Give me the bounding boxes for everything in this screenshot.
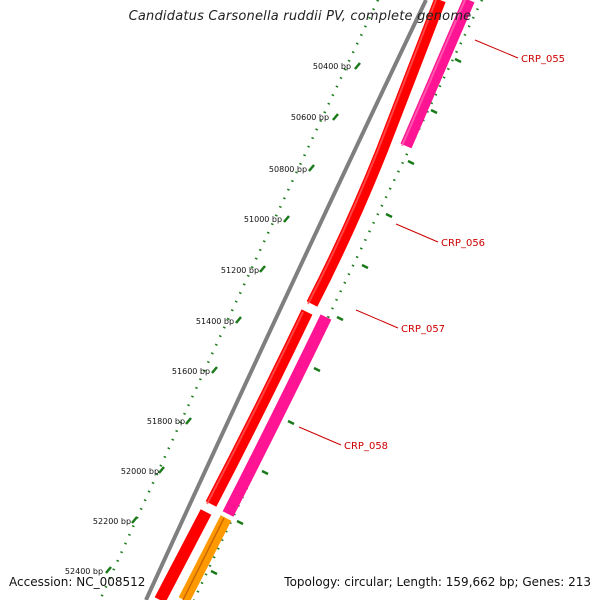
tick-mark — [185, 417, 192, 425]
inner-tick-mark — [287, 419, 295, 426]
feature-orange[interactable] — [178, 515, 232, 600]
gene-label[interactable]: CRP_055 — [521, 54, 565, 65]
tick-label: 51400 bp — [196, 317, 234, 326]
inner-tick-ring — [192, 0, 484, 600]
tick-label: 52200 bp — [93, 517, 131, 526]
inner-tick-mark — [454, 57, 462, 64]
map-title: Candidatus Carsonella ruddii PV, complet… — [128, 9, 472, 24]
tick-label: 50800 bp — [269, 165, 307, 174]
tick-mark — [332, 113, 339, 121]
gene-label[interactable]: CRP_058 — [344, 441, 388, 452]
gene-callout-line — [298, 426, 342, 446]
accession-text: Accession: NC_008512 — [9, 575, 146, 589]
backbone-ring — [144, 0, 428, 600]
gene-forward-next[interactable] — [154, 509, 212, 600]
gene-forward-crp-057[interactable] — [205, 309, 313, 507]
gene-labels: CRP_055 CRP_056 CRP_057 CRP_058 — [298, 39, 565, 452]
tick-mark — [235, 316, 242, 324]
tick-mark — [105, 566, 112, 574]
tick-label: 51600 bp — [172, 367, 210, 376]
tick-mark — [211, 366, 218, 374]
tick-label: 51000 bp — [244, 215, 282, 224]
tick-mark — [308, 164, 315, 172]
gene-reverse-crp-058[interactable] — [222, 314, 332, 517]
inner-tick-mark — [336, 315, 344, 322]
inner-tick-mark — [430, 108, 438, 115]
tick-label: 51800 bp — [147, 417, 185, 426]
gene-callout-line — [395, 223, 439, 243]
inner-tick-mark — [385, 212, 393, 219]
inner-tick-mark — [407, 159, 415, 166]
gene-callout-line — [355, 309, 399, 329]
gene-callout-line — [474, 39, 519, 59]
inner-tick-mark — [361, 263, 369, 270]
tick-label: 52000 bp — [121, 467, 159, 476]
inner-tick-mark — [236, 519, 244, 526]
tick-label: 50400 bp — [313, 62, 351, 71]
tick-marks: 50400 bp 50600 bp 50800 bp 51000 bp 51200 bp… — [65, 57, 462, 576]
gene-label[interactable]: CRP_056 — [441, 238, 485, 249]
tick-label: 51200 bp — [221, 266, 259, 275]
tick-label: 52400 bp — [65, 567, 103, 576]
topology-summary: Topology: circular; Length: 159,662 bp; … — [284, 575, 591, 589]
inner-tick-mark — [313, 366, 321, 373]
gene-forward-crp-056[interactable] — [306, 0, 446, 307]
tick-mark — [354, 62, 361, 70]
tick-mark — [283, 215, 290, 223]
tick-mark — [158, 466, 165, 474]
inner-tick-mark — [210, 569, 218, 576]
tick-label: 50600 bp — [291, 113, 329, 122]
inner-tick-mark — [261, 469, 269, 476]
gene-label[interactable]: CRP_057 — [401, 324, 445, 335]
tick-mark — [259, 265, 266, 273]
tick-mark — [131, 516, 138, 524]
gene-reverse-crp-055[interactable] — [400, 0, 475, 149]
